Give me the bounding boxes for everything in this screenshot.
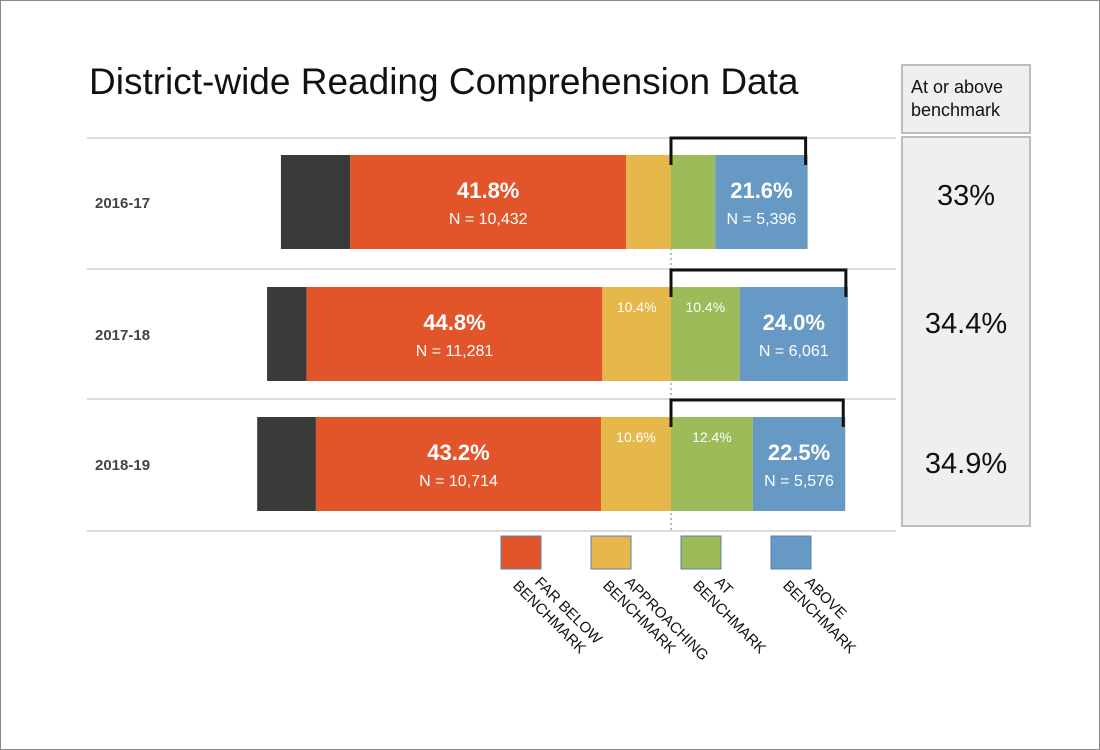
- data-sublabel: N = 6,061: [759, 343, 829, 360]
- legend-swatch: [590, 535, 632, 570]
- category-label: 2017-18: [95, 327, 150, 344]
- bar-segment: [752, 417, 846, 511]
- bar-segment: [257, 417, 316, 511]
- summary-panel: 33% 34.4% 34.9%: [901, 136, 1031, 527]
- bar-segment: [306, 287, 603, 381]
- bar-segment: [626, 155, 671, 249]
- bar-segment: [350, 155, 627, 249]
- summary-value-2016-17: 33%: [936, 180, 996, 212]
- summary-header: At or above benchmark: [901, 64, 1031, 134]
- data-label: 21.6%: [730, 178, 792, 203]
- data-label: 12.4%: [692, 429, 732, 445]
- data-label: 24.0%: [763, 310, 825, 335]
- benchmark-bracket: [669, 268, 848, 297]
- data-label: 41.8%: [457, 178, 519, 203]
- summary-value-2017-18: 34.4%: [924, 308, 1008, 340]
- chart-title: District-wide Reading Comprehension Data: [89, 61, 799, 102]
- legend-swatch: [500, 535, 542, 570]
- bar-segment: [715, 155, 808, 249]
- bar-segment: [671, 155, 716, 249]
- bar-segment: [671, 417, 753, 511]
- summary-value-2018-19: 34.9%: [924, 448, 1008, 480]
- legend-swatch: [680, 535, 722, 570]
- bar-segment: [601, 417, 671, 511]
- category-label: 2018-19: [95, 457, 150, 474]
- category-label: 2016-17: [95, 195, 150, 212]
- data-sublabel: N = 10,432: [449, 211, 528, 228]
- bar-segment: [671, 287, 740, 381]
- bar-segment: [315, 417, 602, 511]
- data-sublabel: N = 5,576: [764, 473, 834, 490]
- bar-segment: [267, 287, 307, 381]
- data-label: 10.6%: [616, 429, 656, 445]
- bar-segment: [602, 287, 671, 381]
- data-label: 10.4%: [685, 299, 725, 315]
- legend-swatch: [770, 535, 812, 570]
- data-label: 43.2%: [427, 440, 489, 465]
- benchmark-bracket: [669, 136, 808, 165]
- bar-segment: [280, 155, 351, 249]
- data-label: 22.5%: [768, 440, 830, 465]
- bar-segment: [739, 287, 848, 381]
- data-sublabel: N = 5,396: [727, 211, 797, 228]
- data-sublabel: N = 11,281: [416, 343, 494, 360]
- data-sublabel: N = 10,714: [419, 473, 498, 490]
- data-label: 10.4%: [617, 299, 657, 315]
- benchmark-bracket: [669, 398, 845, 427]
- data-label: 44.8%: [423, 310, 485, 335]
